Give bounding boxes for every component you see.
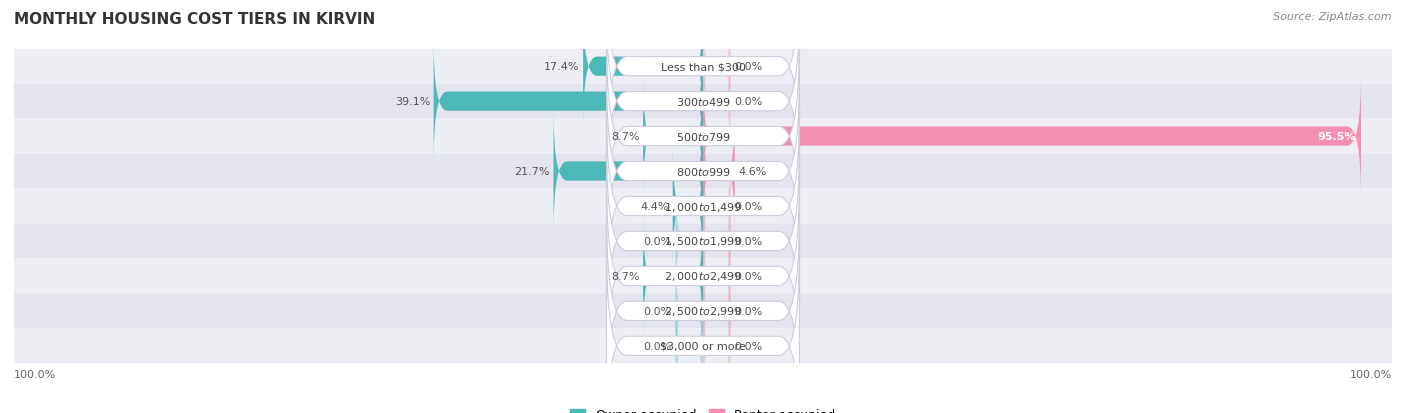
Text: $2,500 to $2,999: $2,500 to $2,999 [664, 305, 742, 318]
Text: $500 to $799: $500 to $799 [675, 131, 731, 143]
Text: $1,000 to $1,499: $1,000 to $1,499 [664, 200, 742, 213]
FancyBboxPatch shape [433, 42, 703, 162]
Legend: Owner-occupied, Renter-occupied: Owner-occupied, Renter-occupied [565, 404, 841, 413]
Text: 100.0%: 100.0% [1350, 369, 1392, 379]
FancyBboxPatch shape [703, 76, 1361, 197]
FancyBboxPatch shape [606, 76, 800, 267]
Text: 21.7%: 21.7% [515, 166, 550, 177]
Text: 0.0%: 0.0% [734, 97, 762, 107]
FancyBboxPatch shape [703, 112, 735, 232]
FancyBboxPatch shape [606, 7, 800, 197]
FancyBboxPatch shape [14, 224, 1392, 259]
Text: $3,000 or more: $3,000 or more [661, 341, 745, 351]
Text: 39.1%: 39.1% [395, 97, 430, 107]
FancyBboxPatch shape [14, 84, 1392, 119]
FancyBboxPatch shape [643, 76, 703, 197]
FancyBboxPatch shape [643, 216, 703, 337]
FancyBboxPatch shape [675, 286, 703, 406]
Text: 8.7%: 8.7% [612, 132, 640, 142]
FancyBboxPatch shape [703, 42, 731, 162]
FancyBboxPatch shape [606, 42, 800, 232]
FancyBboxPatch shape [703, 7, 731, 127]
Text: 0.0%: 0.0% [734, 202, 762, 211]
FancyBboxPatch shape [675, 181, 703, 301]
Text: 0.0%: 0.0% [734, 271, 762, 281]
Text: Less than $300: Less than $300 [661, 62, 745, 72]
FancyBboxPatch shape [606, 251, 800, 413]
Text: $800 to $999: $800 to $999 [675, 166, 731, 178]
Text: 0.0%: 0.0% [734, 236, 762, 247]
Text: 0.0%: 0.0% [644, 236, 672, 247]
FancyBboxPatch shape [606, 0, 800, 162]
FancyBboxPatch shape [14, 259, 1392, 294]
Text: Source: ZipAtlas.com: Source: ZipAtlas.com [1274, 12, 1392, 22]
Text: MONTHLY HOUSING COST TIERS IN KIRVIN: MONTHLY HOUSING COST TIERS IN KIRVIN [14, 12, 375, 27]
FancyBboxPatch shape [606, 181, 800, 371]
Text: 4.4%: 4.4% [641, 202, 669, 211]
FancyBboxPatch shape [703, 251, 731, 371]
FancyBboxPatch shape [14, 294, 1392, 329]
Text: 4.6%: 4.6% [738, 166, 766, 177]
FancyBboxPatch shape [554, 112, 703, 232]
Text: 95.5%: 95.5% [1317, 132, 1355, 142]
Text: $300 to $499: $300 to $499 [675, 96, 731, 108]
FancyBboxPatch shape [703, 146, 731, 267]
Text: 0.0%: 0.0% [734, 62, 762, 72]
Text: 17.4%: 17.4% [544, 62, 579, 72]
FancyBboxPatch shape [14, 329, 1392, 363]
FancyBboxPatch shape [703, 286, 731, 406]
FancyBboxPatch shape [14, 50, 1392, 84]
FancyBboxPatch shape [703, 181, 731, 301]
FancyBboxPatch shape [606, 112, 800, 301]
Text: 0.0%: 0.0% [644, 341, 672, 351]
Text: $1,500 to $1,999: $1,500 to $1,999 [664, 235, 742, 248]
FancyBboxPatch shape [14, 189, 1392, 224]
FancyBboxPatch shape [14, 154, 1392, 189]
FancyBboxPatch shape [703, 216, 731, 337]
FancyBboxPatch shape [583, 7, 703, 127]
Text: 0.0%: 0.0% [644, 306, 672, 316]
FancyBboxPatch shape [606, 146, 800, 337]
Text: 0.0%: 0.0% [734, 341, 762, 351]
FancyBboxPatch shape [606, 216, 800, 406]
Text: 8.7%: 8.7% [612, 271, 640, 281]
Text: 0.0%: 0.0% [734, 306, 762, 316]
Text: 100.0%: 100.0% [14, 369, 56, 379]
FancyBboxPatch shape [672, 146, 703, 267]
FancyBboxPatch shape [14, 119, 1392, 154]
Text: $2,000 to $2,499: $2,000 to $2,499 [664, 270, 742, 283]
FancyBboxPatch shape [675, 251, 703, 371]
